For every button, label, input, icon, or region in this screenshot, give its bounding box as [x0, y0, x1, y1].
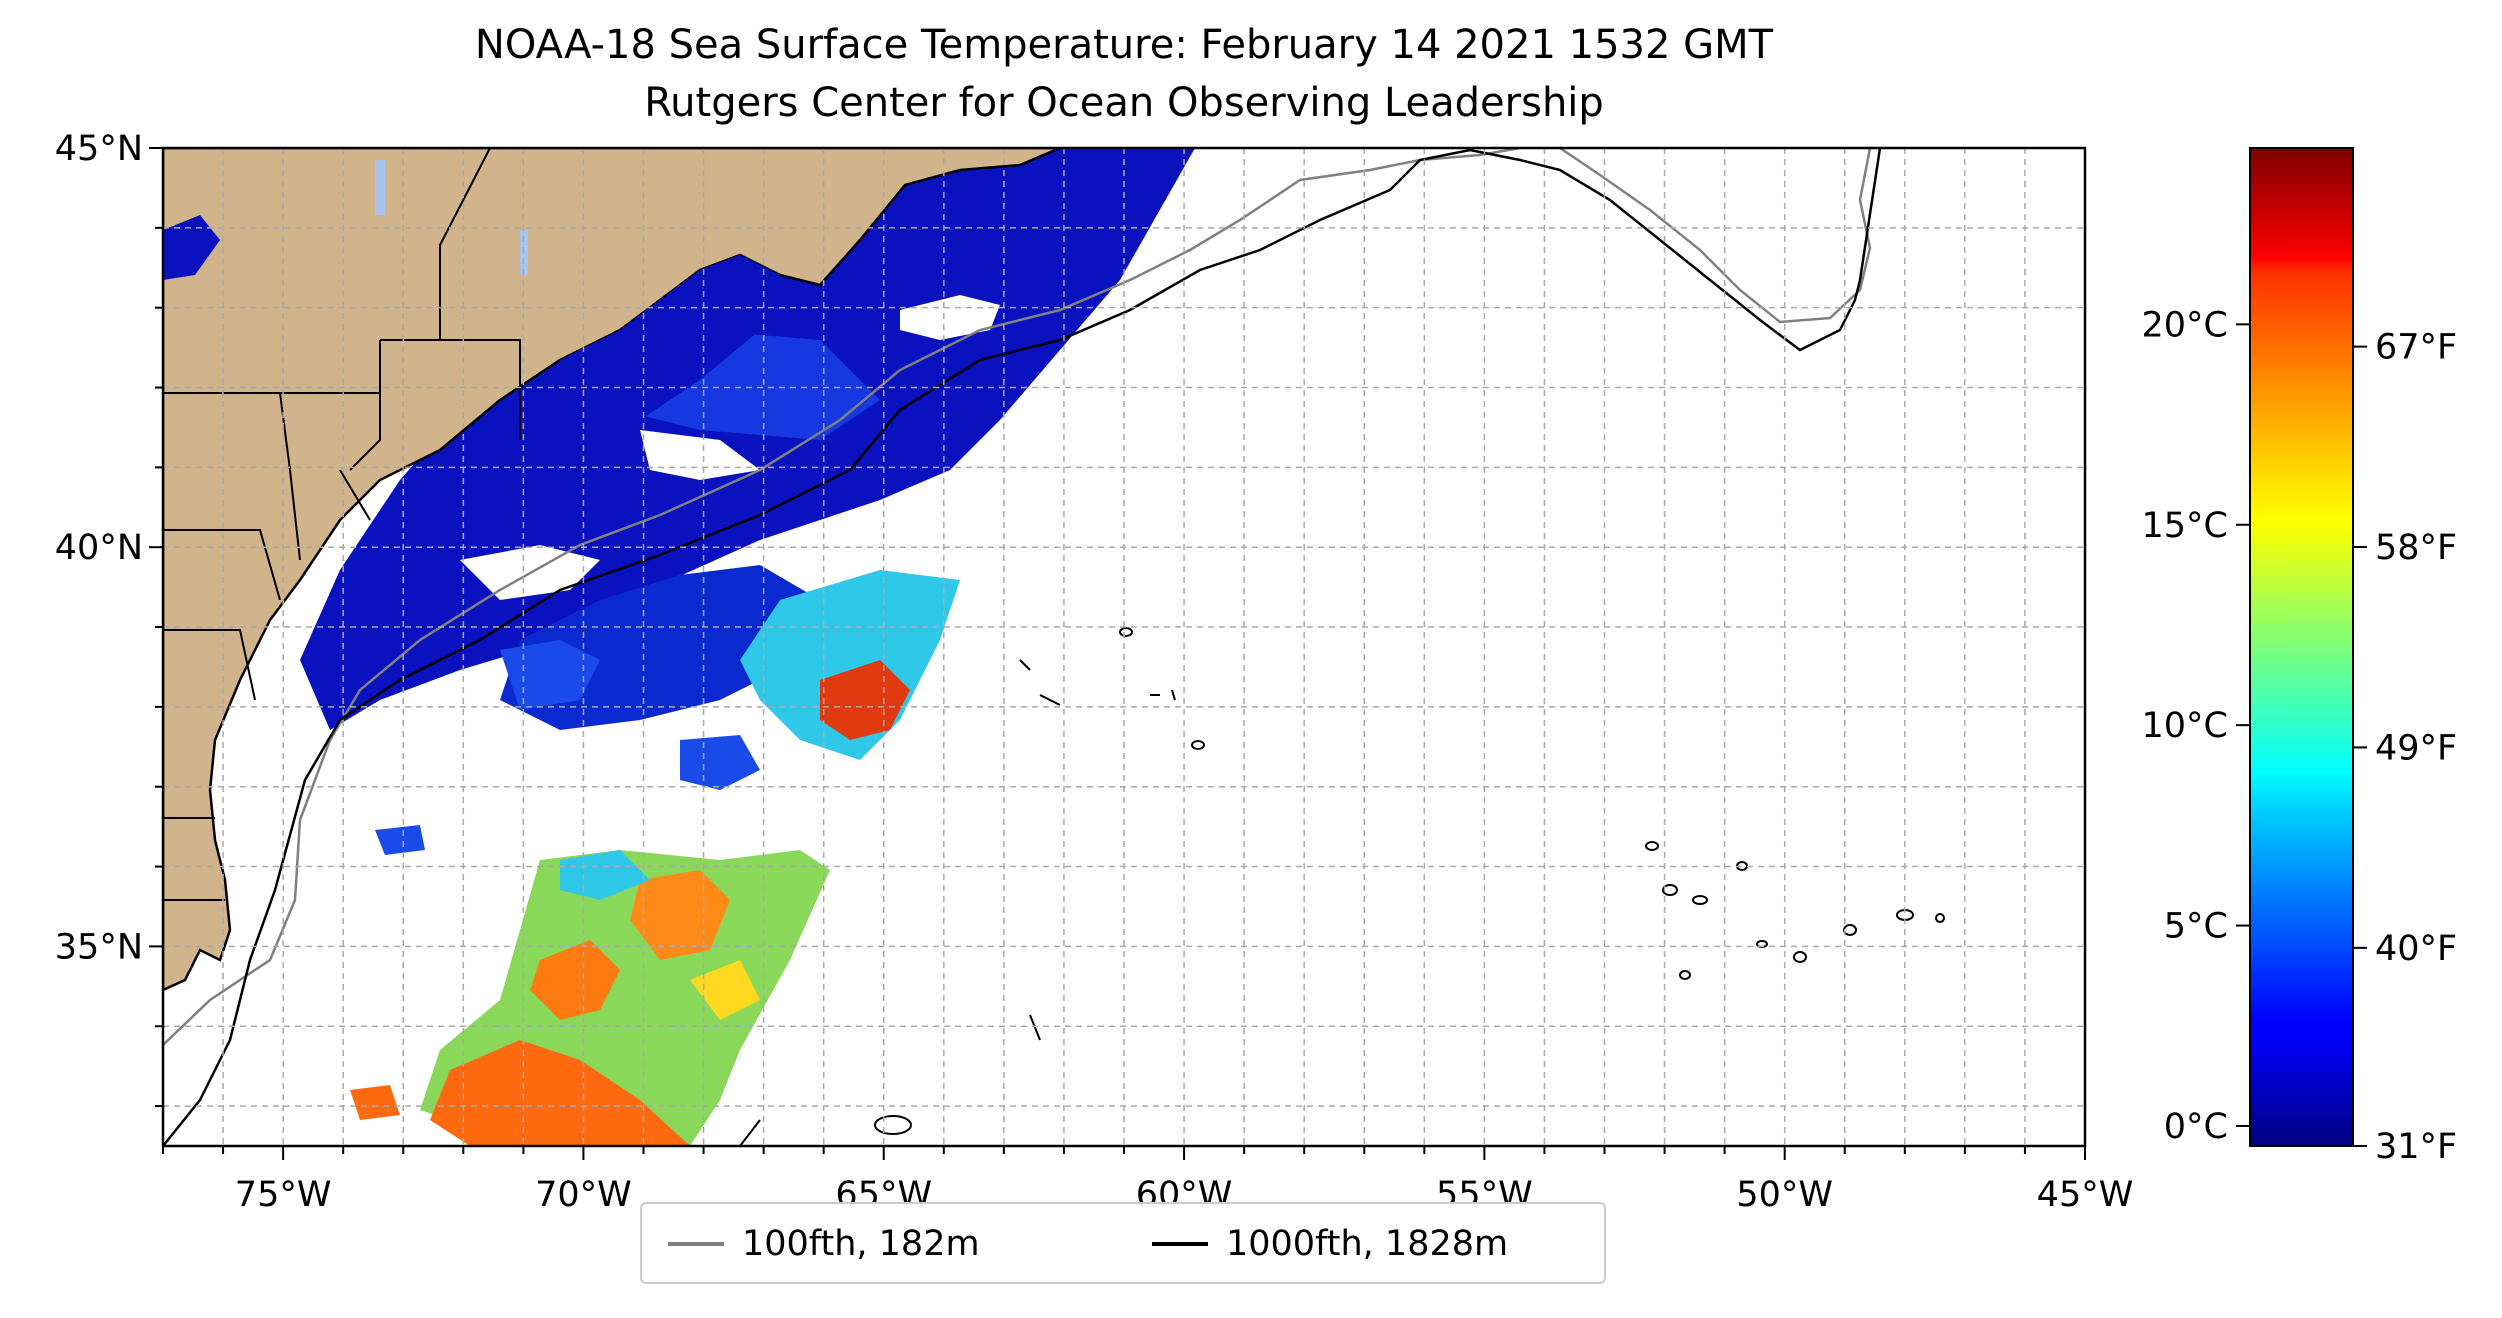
legend-label: 100fth, 182m [742, 1224, 980, 1264]
colorbar-label-c: 0°C [2164, 1107, 2228, 1147]
seamounts [739, 627, 1945, 1146]
x-tick-label: 75°W [235, 1175, 332, 1215]
legend-item-1000fth: 1000fth, 1828m [1152, 1224, 1508, 1264]
colorbar-label-c: 10°C [2142, 706, 2228, 746]
colorbar-label-f: 40°F [2375, 929, 2457, 969]
legend-swatch-black [1152, 1242, 1208, 1246]
colorbar-label-c: 5°C [2164, 907, 2228, 947]
colorbar [2249, 147, 2354, 1147]
colorbar-label-c: 15°C [2142, 506, 2228, 546]
legend-label: 1000fth, 1828m [1226, 1224, 1509, 1264]
y-tick-label: 40°N [55, 528, 143, 568]
legend-item-100fth: 100fth, 182m [668, 1224, 980, 1264]
graticule [163, 148, 2085, 1146]
land-mass [163, 148, 1061, 992]
y-tick-label: 45°N [55, 129, 143, 169]
colorbar-label-f: 49°F [2375, 728, 2457, 768]
map-area [163, 148, 2085, 1146]
x-tick-label: 70°W [535, 1175, 632, 1215]
legend: 100fth, 182m 1000fth, 1828m [640, 1202, 1606, 1284]
colorbar-label-f: 31°F [2375, 1127, 2457, 1167]
colorbar-label-c: 20°C [2142, 305, 2228, 345]
chart-subtitle: Rutgers Center for Ocean Observing Leade… [644, 80, 1604, 126]
x-tick-label: 50°W [1736, 1175, 1833, 1215]
colorbar-label-f: 58°F [2375, 528, 2457, 568]
sst-warm-swath [740, 570, 960, 760]
legend-swatch-gray [668, 1242, 724, 1246]
chart-title: NOAA-18 Sea Surface Temperature: Februar… [474, 22, 1774, 68]
x-tick-label: 45°W [2037, 1175, 2134, 1215]
contour-1000fth [163, 148, 1882, 1146]
colorbar-label-f: 67°F [2375, 328, 2457, 368]
y-tick-label: 35°N [55, 927, 143, 967]
